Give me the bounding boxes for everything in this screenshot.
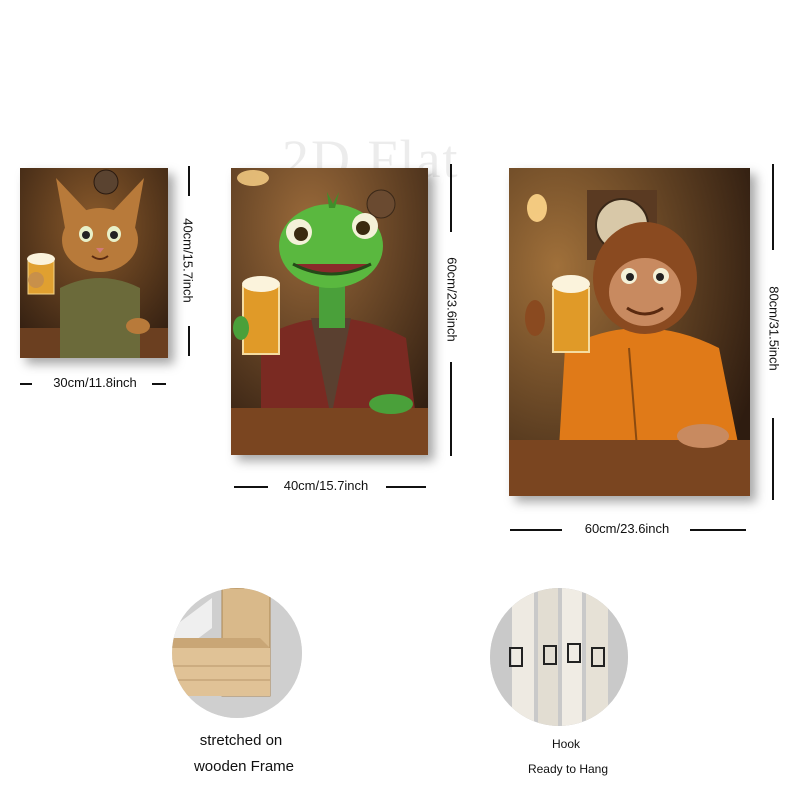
lizard-height-line-top bbox=[450, 164, 452, 232]
wooden-frame-detail-image bbox=[172, 588, 302, 718]
monkey-width-label: 60cm/23.6inch bbox=[584, 521, 670, 536]
monkey-height-label: 80cm/31.5inch bbox=[766, 286, 782, 371]
cat-height-line-top bbox=[188, 166, 190, 196]
cat-painting-image bbox=[20, 168, 168, 358]
hook-caption-line1: Hook bbox=[551, 737, 580, 751]
cat-painting bbox=[20, 168, 168, 358]
lizard-width-line-right bbox=[386, 486, 426, 488]
lizard-width-label: 40cm/15.7inch bbox=[283, 478, 369, 493]
lizard-width-line-left bbox=[234, 486, 268, 488]
cat-width-line-left bbox=[20, 383, 32, 385]
frame-caption-line1: stretched on bbox=[199, 732, 283, 749]
hook-detail-image bbox=[490, 588, 628, 726]
cat-height-line-bottom bbox=[188, 326, 190, 356]
frame-caption-line2: wooden Frame bbox=[193, 758, 295, 775]
lizard-painting bbox=[231, 168, 428, 455]
monkey-painting bbox=[509, 168, 750, 496]
lizard-height-line-bottom bbox=[450, 362, 452, 456]
monkey-width-line-left bbox=[510, 529, 562, 531]
lizard-painting-image bbox=[231, 168, 428, 455]
monkey-height-line-bottom bbox=[772, 418, 774, 500]
monkey-width-line-right bbox=[690, 529, 746, 531]
monkey-painting-image bbox=[509, 168, 750, 496]
cat-width-line-right bbox=[152, 383, 166, 385]
monkey-height-line-top bbox=[772, 164, 774, 250]
lizard-height-label: 60cm/23.6inch bbox=[444, 257, 460, 342]
hook-caption-line2: Ready to Hang bbox=[527, 762, 609, 776]
cat-height-label: 40cm/15.7inch bbox=[180, 218, 196, 303]
cat-width-label: 30cm/11.8inch bbox=[53, 375, 137, 390]
